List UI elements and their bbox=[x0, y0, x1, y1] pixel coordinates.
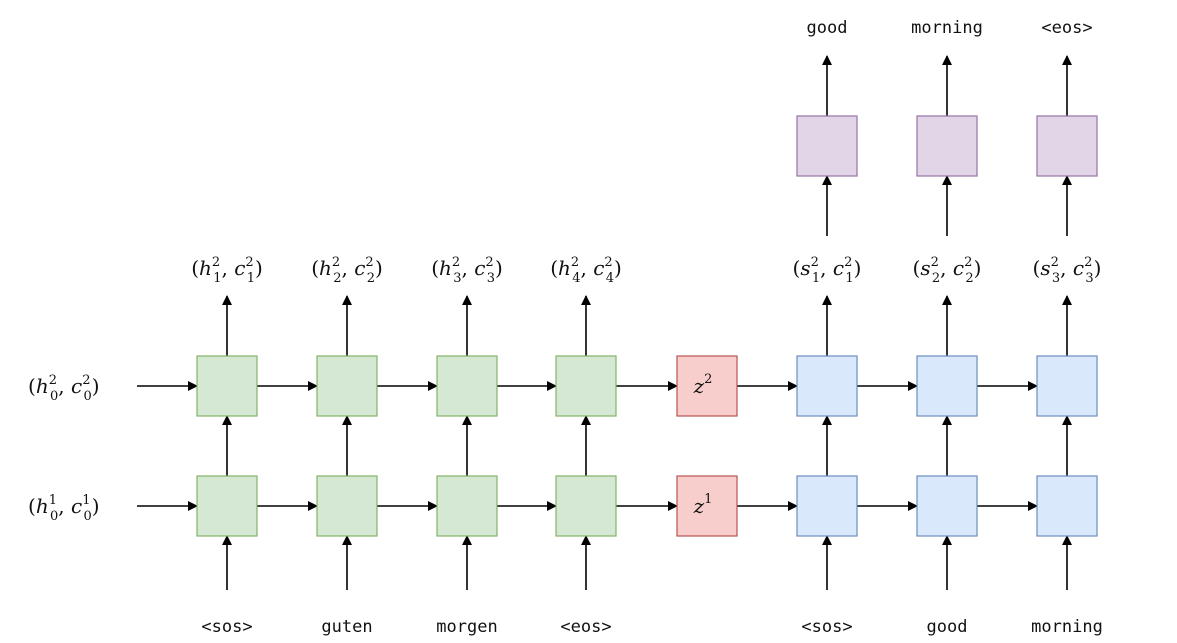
boxes bbox=[196, 115, 1098, 537]
labels: <sos> guten morgen <eos> <sos> good morning goo… bbox=[28, 18, 1103, 637]
context-vector-layer1 bbox=[676, 475, 738, 537]
initial-state-layer2-label: (h2 0, c2 0) bbox=[28, 373, 100, 404]
decoder-output-token: <eos> bbox=[1041, 18, 1092, 38]
decoder-input-token: good bbox=[927, 617, 968, 637]
encoder-layer1-cell bbox=[196, 475, 258, 537]
decoder-hidden-state-label: (s2 3, c2 3) bbox=[1033, 255, 1102, 286]
output-layer-cell bbox=[796, 115, 858, 177]
decoder-input-token: <sos> bbox=[801, 617, 852, 637]
encoder-input-token: <sos> bbox=[201, 617, 252, 637]
edges bbox=[137, 55, 1072, 590]
encoder-hidden-state-label: (h2 4, c2 4) bbox=[550, 255, 622, 286]
encoder-layer2-cell bbox=[555, 355, 617, 417]
encoder-hidden-state-label: (h2 1, c2 1) bbox=[191, 255, 263, 286]
decoder-layer2-cell bbox=[796, 355, 858, 417]
initial-state-layer1-label: (h1 0, c1 0) bbox=[28, 493, 100, 524]
encoder-hidden-state-label: (h2 2, c2 2) bbox=[311, 255, 383, 286]
decoder-input-token: morning bbox=[1031, 617, 1103, 637]
encoder-layer2-cell bbox=[196, 355, 258, 417]
decoder-output-token: good bbox=[807, 18, 848, 38]
encoder-layer2-cell bbox=[316, 355, 378, 417]
encoder-layer2-cell bbox=[436, 355, 498, 417]
output-layer-cell bbox=[1036, 115, 1098, 177]
context-vector-layer2-label: z2 bbox=[693, 372, 713, 398]
encoder-input-token: <eos> bbox=[560, 617, 611, 637]
decoder-layer1-cell bbox=[1036, 475, 1098, 537]
decoder-hidden-state-label: (s2 2, c2 2) bbox=[913, 255, 982, 286]
context-vector-layer1-label: z1 bbox=[693, 492, 713, 518]
encoder-layer1-cell bbox=[555, 475, 617, 537]
decoder-layer1-cell bbox=[796, 475, 858, 537]
decoder-layer2-cell bbox=[916, 355, 978, 417]
encoder-layer1-cell bbox=[316, 475, 378, 537]
encoder-input-token: morgen bbox=[436, 617, 497, 637]
context-vector-layer2 bbox=[676, 355, 738, 417]
decoder-layer1-cell bbox=[916, 475, 978, 537]
encoder-input-token: guten bbox=[321, 617, 372, 637]
encoder-hidden-state-label: (h2 3, c2 3) bbox=[431, 255, 503, 286]
encoder-layer1-cell bbox=[436, 475, 498, 537]
decoder-output-token: morning bbox=[911, 18, 983, 38]
decoder-hidden-state-label: (s2 1, c2 1) bbox=[793, 255, 862, 286]
decoder-layer2-cell bbox=[1036, 355, 1098, 417]
output-layer-cell bbox=[916, 115, 978, 177]
